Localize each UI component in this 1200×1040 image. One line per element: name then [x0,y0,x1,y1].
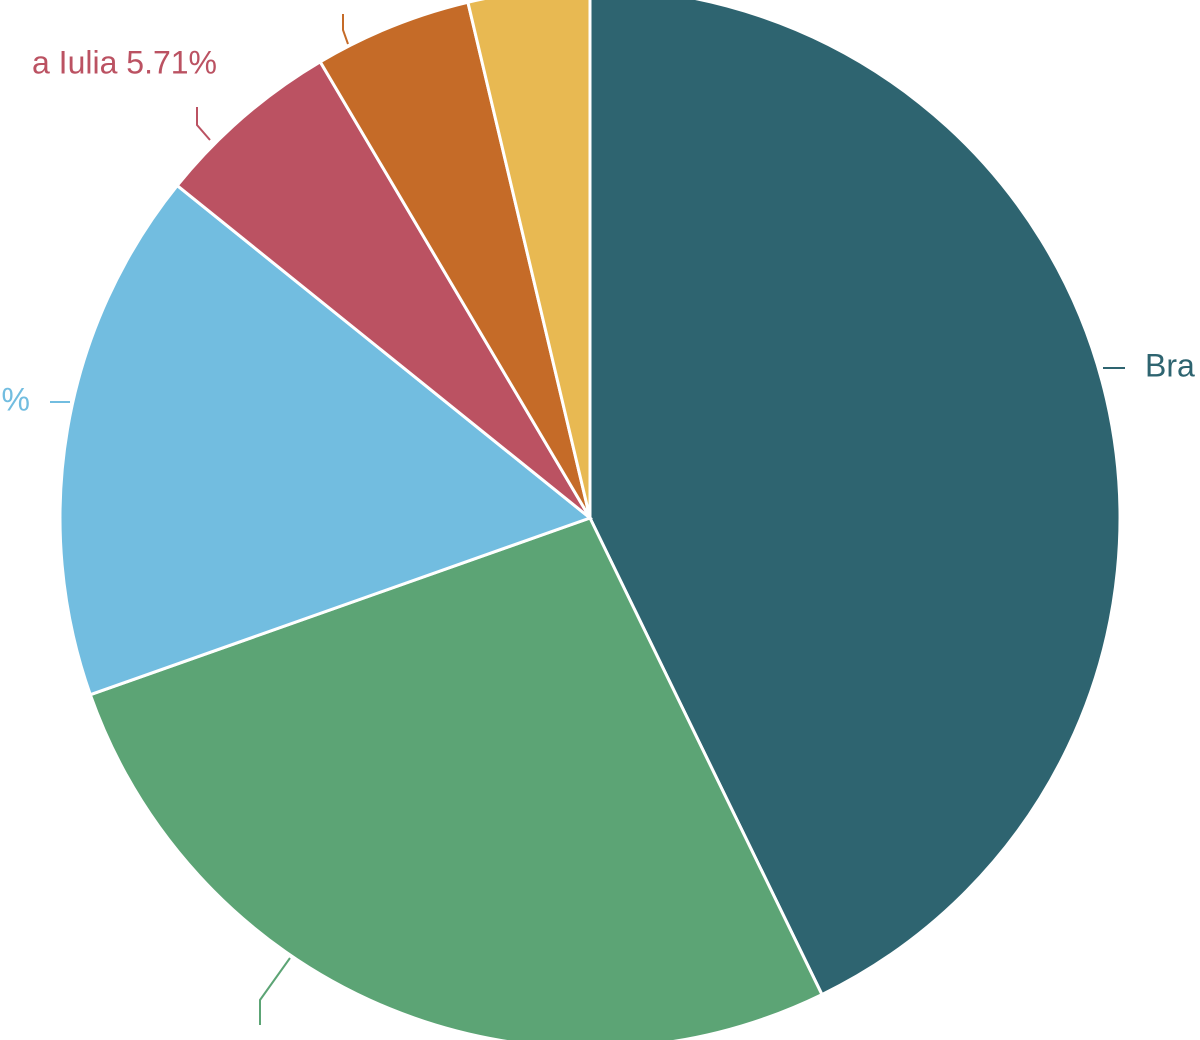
leader-line [259,957,291,1025]
slice-label: a Iulia 5.71% [32,44,217,80]
pie-slice [175,59,592,520]
pie-slice [588,0,1122,997]
leader-line [342,14,349,45]
leader-line [196,107,211,141]
pie-slice [58,183,594,697]
pie-slice [466,0,592,519]
slice-label: Bra [1145,347,1195,383]
pie-slice [318,0,592,519]
slice-label: % [2,381,30,417]
pie-slice [88,516,824,1040]
